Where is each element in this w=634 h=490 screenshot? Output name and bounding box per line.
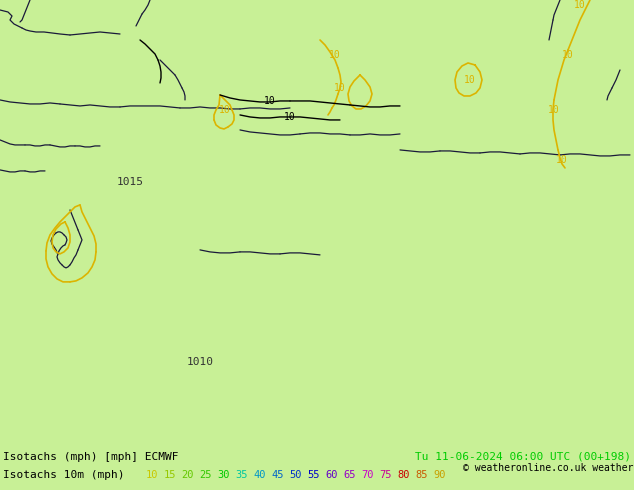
Text: 10: 10: [284, 112, 296, 122]
Text: 15: 15: [164, 470, 176, 480]
Text: 10: 10: [329, 50, 341, 60]
Text: 1010: 1010: [186, 357, 214, 367]
Text: 10: 10: [464, 75, 476, 85]
Text: 20: 20: [182, 470, 194, 480]
Text: 1015: 1015: [117, 177, 143, 187]
Text: 60: 60: [326, 470, 339, 480]
Text: 35: 35: [236, 470, 249, 480]
Text: 90: 90: [434, 470, 446, 480]
Text: Isotachs 10m (mph): Isotachs 10m (mph): [3, 470, 124, 480]
Text: 45: 45: [272, 470, 284, 480]
Text: 80: 80: [398, 470, 410, 480]
Text: 10: 10: [556, 155, 568, 165]
Text: 10: 10: [146, 470, 158, 480]
Text: 75: 75: [380, 470, 392, 480]
Text: 85: 85: [416, 470, 428, 480]
Text: 40: 40: [254, 470, 266, 480]
Text: Tu 11-06-2024 06:00 UTC (00+198): Tu 11-06-2024 06:00 UTC (00+198): [415, 452, 631, 462]
Text: 10: 10: [548, 105, 560, 115]
Text: 10: 10: [562, 50, 574, 60]
Text: 55: 55: [307, 470, 320, 480]
Text: 10: 10: [574, 0, 586, 10]
Text: 30: 30: [217, 470, 230, 480]
Text: 50: 50: [290, 470, 302, 480]
Text: 65: 65: [344, 470, 356, 480]
Text: 25: 25: [200, 470, 212, 480]
Text: 10: 10: [334, 83, 346, 93]
Text: 10: 10: [264, 96, 276, 106]
Text: Isotachs (mph) [mph] ECMWF: Isotachs (mph) [mph] ECMWF: [3, 452, 179, 462]
Text: © weatheronline.co.uk weatheronline.co.uk: © weatheronline.co.uk weatheronline.co.u…: [463, 463, 634, 473]
Text: 70: 70: [362, 470, 374, 480]
Text: 10: 10: [219, 105, 231, 115]
